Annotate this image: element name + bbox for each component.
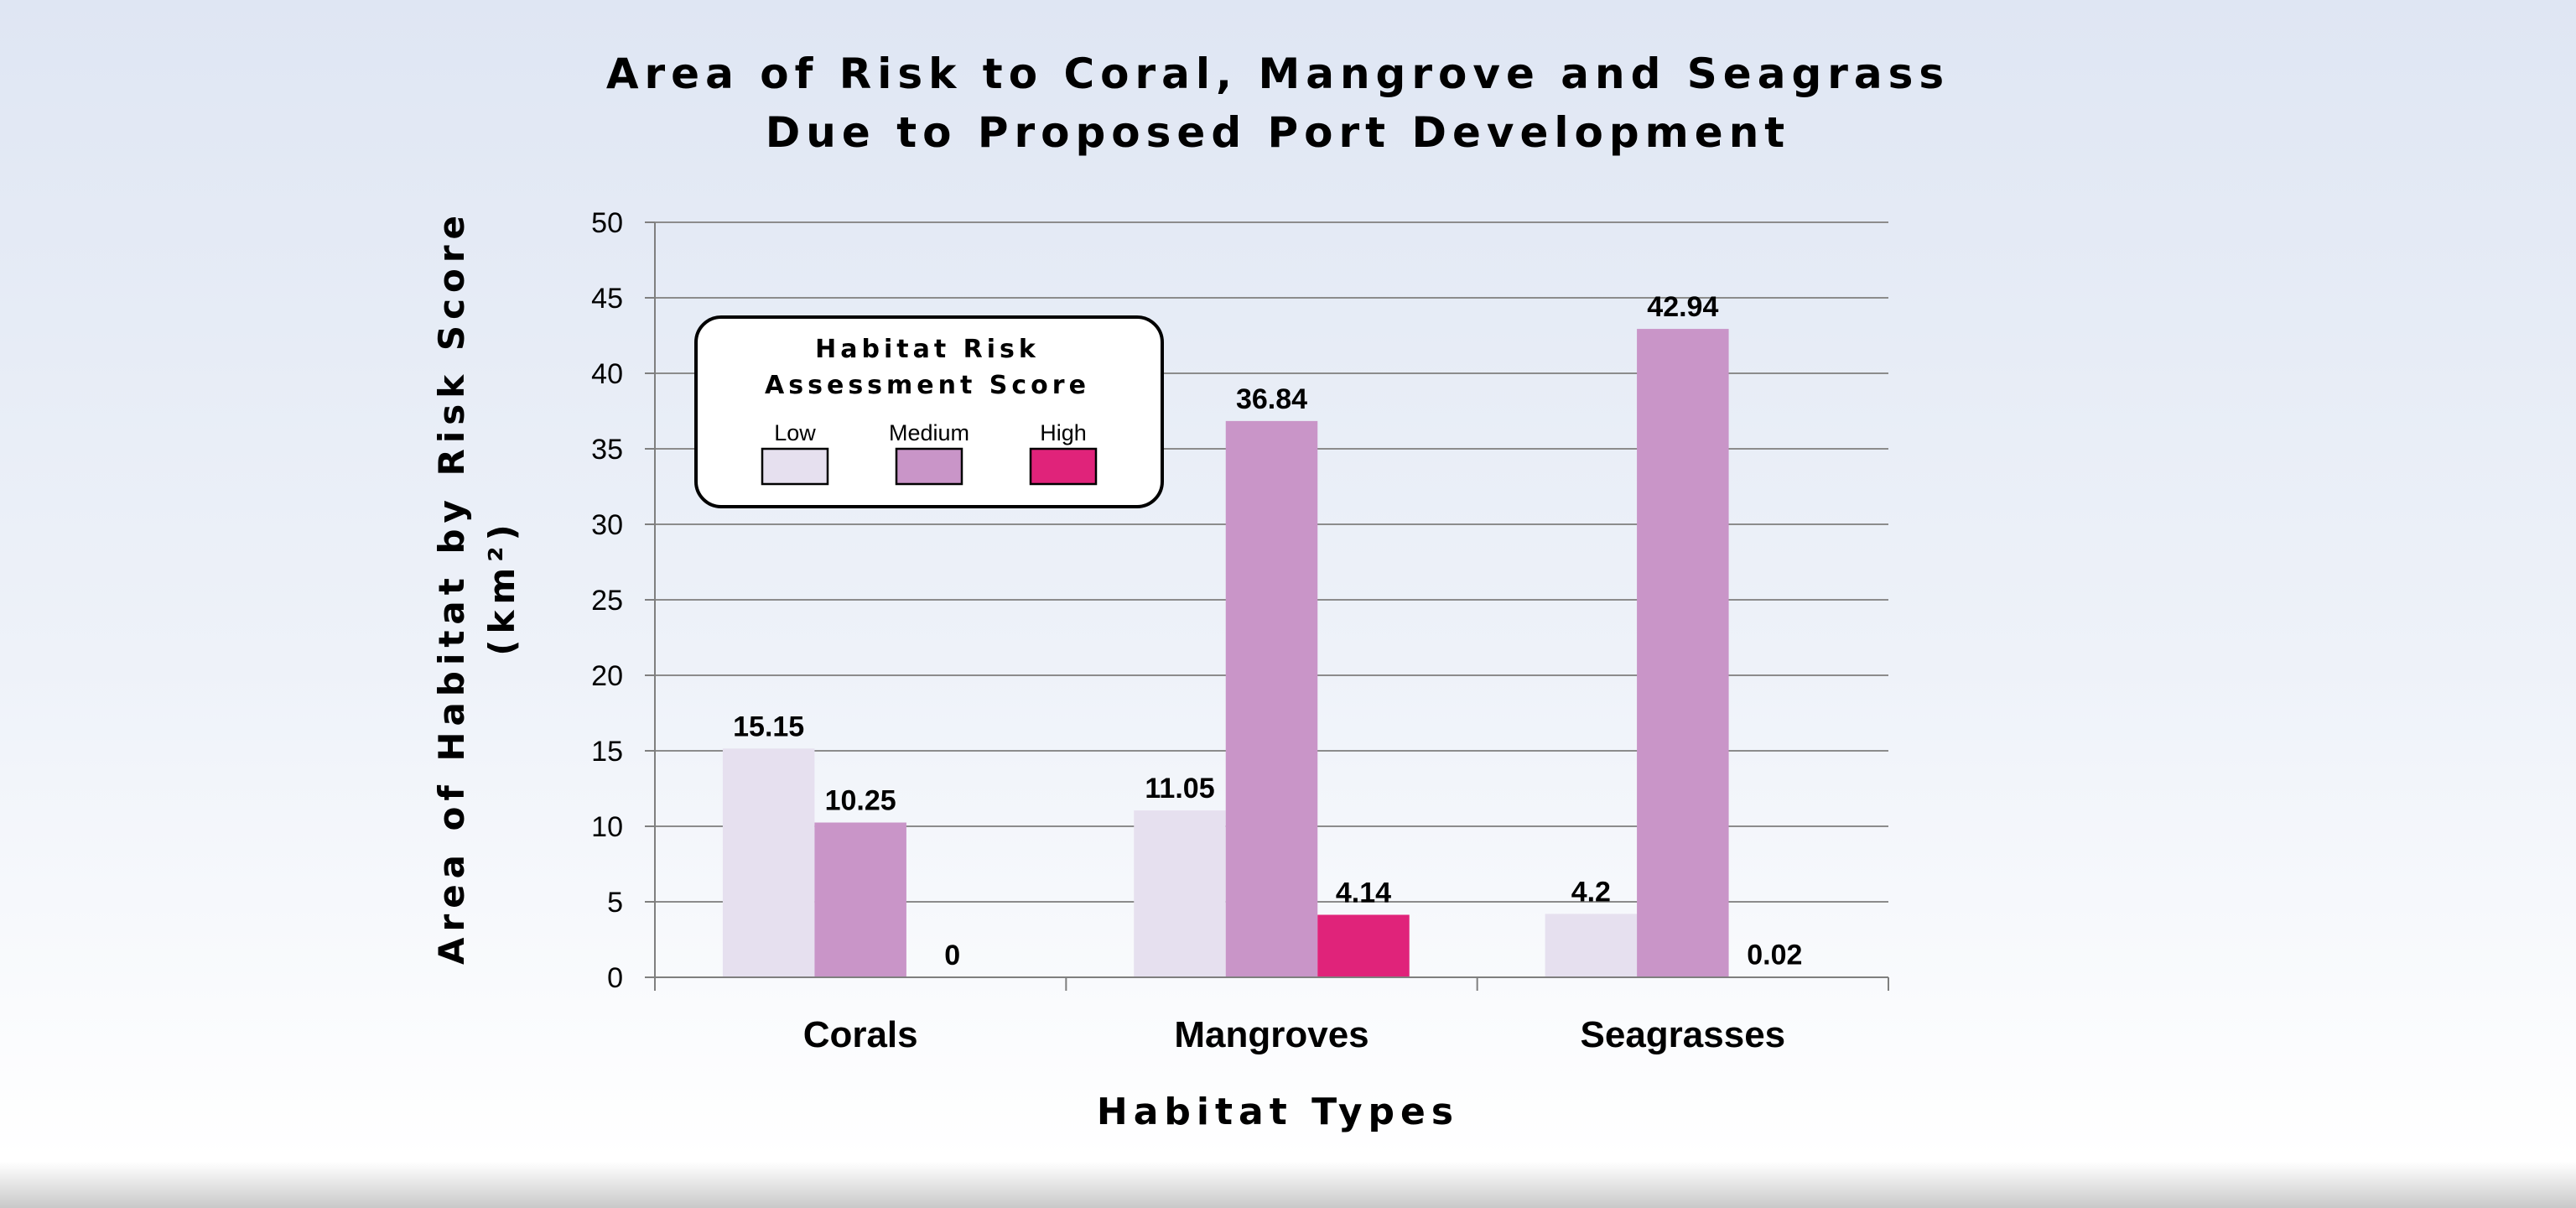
- y-tick-label: 50: [591, 207, 623, 239]
- bar-medium-corals: [814, 822, 906, 977]
- bar-medium-seagrasses: [1637, 329, 1729, 978]
- y-tick-label: 45: [591, 283, 623, 315]
- bar-high-mangroves: [1317, 914, 1410, 977]
- y-axis-label-line-2: (km²): [481, 518, 522, 655]
- legend-title-line-1: Habitat Risk: [815, 335, 1040, 364]
- bars: [722, 329, 1821, 978]
- data-label: 15.15: [733, 711, 804, 742]
- y-tick-label: 15: [591, 736, 623, 768]
- chart-title-line-2: Due to Proposed Port Development: [766, 108, 1790, 157]
- y-tick-label: 5: [607, 887, 623, 919]
- y-axis-ticks: 0 5 10 15 20 25 30 35 40 45 50: [591, 207, 655, 994]
- chart-title: Area of Risk to Coral, Mangrove and Seag…: [606, 49, 1950, 157]
- data-labels: 15.15 10.25 0 11.05 36.84 4.14 4.2 42.94 0.02: [733, 291, 1802, 971]
- legend-item-label: Medium: [889, 420, 969, 445]
- legend-title-line-2: Assessment Score: [765, 371, 1090, 400]
- y-tick-label: 40: [591, 358, 623, 390]
- bar-medium-mangroves: [1225, 420, 1318, 977]
- axes: [645, 222, 1889, 991]
- legend-swatch-medium: [895, 447, 963, 486]
- data-label: 36.84: [1236, 383, 1307, 415]
- data-label: 4.14: [1336, 877, 1391, 909]
- bar-low-corals: [722, 748, 815, 977]
- x-category-label: Corals: [803, 1014, 918, 1055]
- y-tick-label: 25: [591, 585, 623, 617]
- bottom-edge-shade: [0, 1162, 2576, 1208]
- data-label: 0: [944, 940, 960, 971]
- legend: Habitat Risk Assessment Score Low Medium H…: [694, 315, 1164, 508]
- chart-title-line-1: Area of Risk to Coral, Mangrove and Seag…: [606, 49, 1950, 98]
- y-axis-label: Area of Habitat by Risk Score (km²): [431, 210, 522, 965]
- y-axis-label-line-1: Area of Habitat by Risk Score: [431, 210, 472, 965]
- legend-items: Low Medium High: [761, 420, 1098, 486]
- x-axis-categories: Corals Mangroves Seagrasses: [803, 1014, 1785, 1055]
- legend-swatch-high: [1029, 447, 1098, 486]
- x-category-label: Mangroves: [1174, 1014, 1368, 1055]
- data-label: 10.25: [825, 785, 896, 817]
- y-tick-label: 35: [591, 434, 623, 466]
- y-tick-label: 30: [591, 509, 623, 541]
- x-category-label: Seagrasses: [1581, 1014, 1786, 1055]
- bar-low-seagrasses: [1545, 914, 1638, 977]
- y-tick-label: 20: [591, 660, 623, 692]
- legend-swatch-low: [761, 447, 829, 486]
- data-label: 11.05: [1145, 773, 1214, 804]
- data-label: 42.94: [1647, 291, 1718, 323]
- y-tick-label: 10: [591, 811, 623, 843]
- data-label: 0.02: [1747, 940, 1802, 971]
- y-tick-label: 0: [607, 962, 623, 994]
- legend-item-label: High: [1040, 420, 1087, 445]
- bar-low-mangroves: [1134, 810, 1226, 977]
- data-label: 4.2: [1571, 876, 1611, 908]
- legend-item-label: Low: [774, 420, 816, 445]
- x-axis-label: Habitat Types: [1097, 1091, 1459, 1133]
